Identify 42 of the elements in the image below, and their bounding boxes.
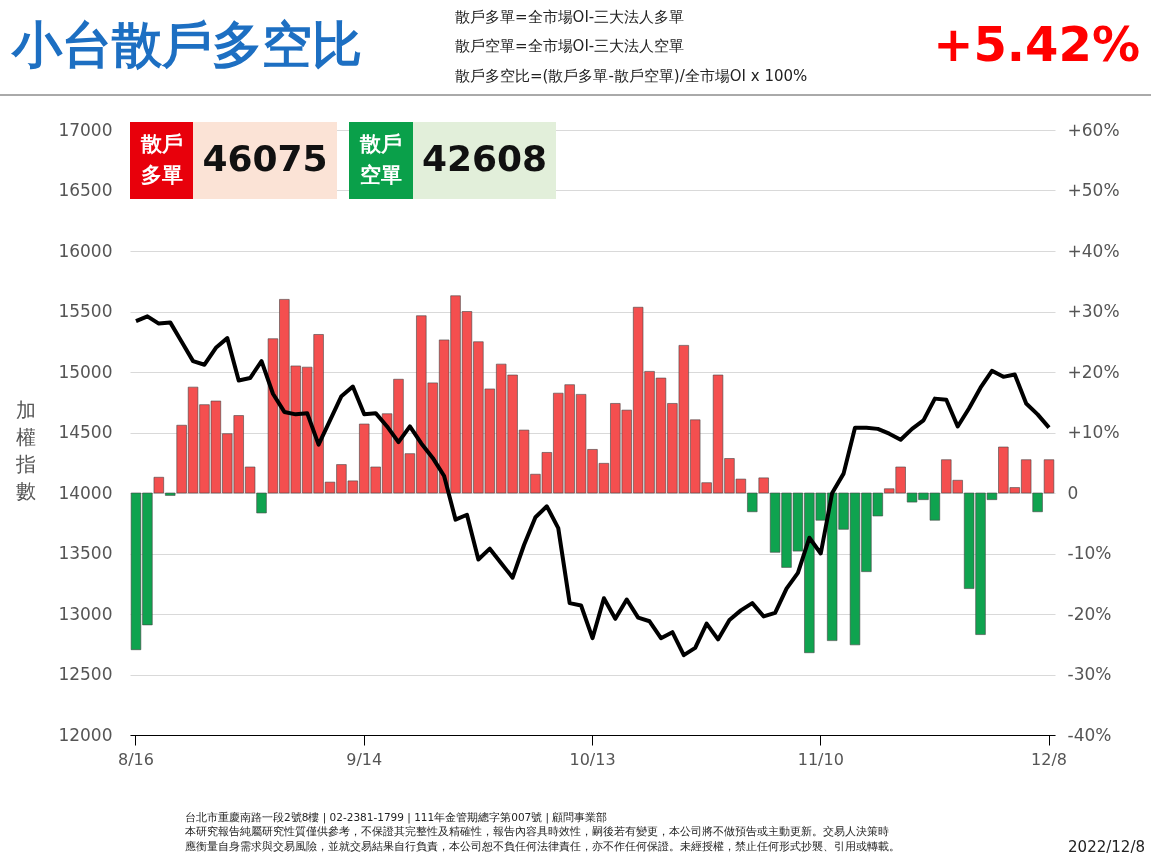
line-series [133, 314, 1052, 658]
text: 2022/12/8 [1068, 838, 1145, 856]
x-tick-label: 12/8 [1031, 749, 1067, 769]
annotation: 42608 [421, 138, 548, 179]
y2-tick-label: +10% [1067, 422, 1120, 442]
y-tick-label: 13000 [58, 603, 113, 624]
text: 散戶空單=全市場OI-三大法人空單 [455, 37, 685, 55]
y-tick-label: 12500 [58, 664, 113, 684]
y-tick-label: 13500 [58, 543, 113, 563]
y-tick-label: 14000 [58, 482, 113, 503]
x-tick-label: 9/14 [346, 749, 383, 769]
y2-tick-label: +20% [1067, 361, 1120, 382]
y2-tick-label: -40% [1067, 724, 1112, 745]
annotation: 散戶多單 [139, 132, 183, 187]
y-tick-label: 17000 [58, 119, 113, 140]
y-tick-label: 16000 [58, 240, 113, 261]
chart-title: 小台散戶多空比 [10, 16, 362, 74]
x-tick-label: 10/13 [569, 749, 616, 769]
y-axis-title: 加權指數 [14, 397, 36, 503]
y-tick-label: 15500 [58, 301, 113, 321]
x-tick-label: 11/10 [797, 749, 844, 769]
y2-tick-label: +50% [1067, 180, 1120, 200]
y2-tick-label: -10% [1067, 543, 1112, 563]
text: 本研究報告純屬研究性質僅供參考，不保證其完整性及精確性，報告內容具時效性，嗣後若有變更，本公司將不做預告或主動更新。交易人決策時 [185, 825, 889, 837]
y2-tick-label: -30% [1067, 664, 1112, 684]
annotation: 46075 [202, 138, 328, 179]
x-tick-label: 8/16 [118, 749, 154, 769]
y2-tick-label: -20% [1067, 603, 1112, 624]
text: 應衡量自身需求與交易風險，並就交易結果自行負責，本公司恕不負任何法律責任，亦不作任何保證。未經授權，禁止任何形式抄襲、引用或轉載。 [185, 840, 900, 852]
y-tick-label: 14500 [58, 422, 113, 442]
y2-tick-label: +30% [1067, 301, 1120, 321]
annotation: 散戶空單 [359, 132, 402, 187]
text: +5.42% [933, 16, 1140, 72]
y-tick-label: 12000 [58, 724, 113, 745]
y-tick-label: 16500 [58, 180, 113, 200]
text: 台北市重慶南路一段2號8樓 | 02-2381-1799 | 111年金管期總字第007號 | 顧問事業部 [185, 811, 608, 824]
y2-tick-label: +40% [1067, 240, 1120, 261]
text: 散戶多單=全市場OI-三大法人多單 [455, 8, 685, 26]
y-tick-label: 15000 [58, 361, 113, 382]
y2-tick-label: +60% [1067, 119, 1120, 140]
y2-tick-label: 0 [1067, 482, 1079, 503]
text: 散戶多空比=(散戶多單-散戶空單)/全市場OI x 100% [455, 67, 808, 85]
